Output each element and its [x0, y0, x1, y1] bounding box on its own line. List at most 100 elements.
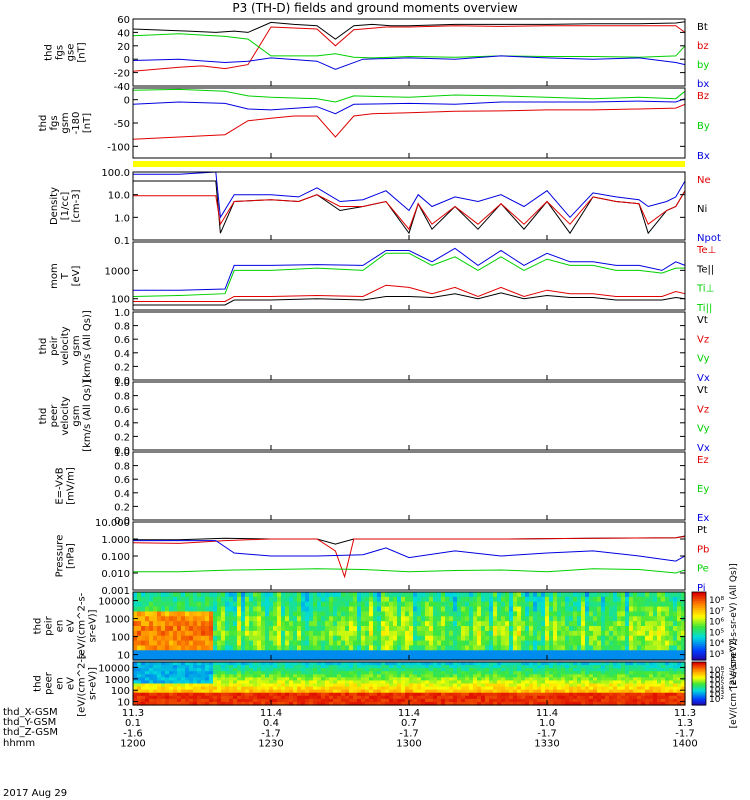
heatmap-cell: [609, 592, 614, 598]
heatmap-cell: [157, 645, 162, 651]
heatmap-cell: [253, 686, 258, 691]
heatmap-cell: [569, 683, 574, 688]
heatmap-cell: [269, 640, 274, 647]
heatmap-cell: [461, 655, 466, 661]
heatmap-cell: [605, 698, 610, 703]
heatmap-cell: [341, 592, 346, 598]
heatmap-cell: [461, 701, 466, 706]
y-tick-label: -40: [114, 82, 130, 93]
colorbar-segment: [692, 699, 706, 702]
heatmap-cell: [473, 611, 478, 617]
heatmap-cell: [493, 677, 498, 682]
heatmap-cell: [249, 626, 254, 632]
heatmap-cell: [633, 626, 638, 632]
heatmap-cell: [229, 606, 234, 613]
heatmap-cell: [517, 674, 522, 678]
heatmap-cell: [405, 695, 410, 700]
heatmap-cell: [537, 701, 542, 706]
heatmap-cell: [405, 601, 410, 608]
heatmap-cell: [561, 665, 566, 669]
heatmap-cell: [353, 616, 358, 622]
heatmap-cell: [581, 665, 586, 669]
heatmap-cell: [337, 671, 342, 675]
heatmap-cell: [569, 668, 574, 672]
heatmap-cell: [409, 701, 414, 706]
heatmap-cell: [257, 671, 262, 675]
heatmap-cell: [377, 645, 382, 651]
heatmap-cell: [625, 592, 630, 598]
heatmap-cell: [329, 606, 334, 613]
heatmap-cell: [293, 606, 298, 613]
heatmap-cell: [253, 611, 258, 617]
heatmap-cell: [197, 695, 202, 700]
heatmap-cell: [449, 596, 454, 603]
heatmap-cell: [529, 668, 534, 672]
heatmap-cell: [509, 655, 514, 661]
series-line-Pb: [132, 536, 686, 579]
heatmap-cell: [517, 689, 522, 694]
heatmap-cell: [205, 650, 210, 656]
heatmap-cell: [209, 677, 214, 682]
heatmap-cell: [169, 665, 174, 669]
heatmap-cell: [213, 677, 218, 682]
heatmap-cell: [433, 650, 438, 656]
heatmap-cell: [673, 601, 678, 608]
heatmap-cell: [389, 665, 394, 669]
heatmap-cell: [285, 640, 290, 647]
colorbar-segment: [692, 614, 706, 618]
heatmap-cell: [273, 626, 278, 632]
heatmap-cell: [149, 674, 154, 678]
heatmap-cell: [661, 626, 666, 632]
heatmap-cell: [433, 630, 438, 637]
heatmap-cell: [181, 698, 186, 703]
heatmap-cell: [157, 592, 162, 598]
heatmap-cell: [285, 635, 290, 642]
heatmap-cell: [169, 671, 174, 675]
heatmap-cell: [157, 686, 162, 691]
footer-value: 11.4: [260, 708, 282, 719]
heatmap-cell: [317, 592, 322, 598]
series-line-Bt: [132, 21, 686, 40]
heatmap-cell: [145, 683, 150, 688]
heatmap-cell: [585, 650, 590, 656]
heatmap-cell: [517, 680, 522, 685]
heatmap-cell: [353, 596, 358, 603]
heatmap-cell: [677, 601, 682, 608]
heatmap-cell: [573, 655, 578, 661]
heatmap-cell: [673, 645, 678, 651]
heatmap-cell: [525, 606, 530, 613]
heatmap-cell: [425, 674, 430, 678]
heatmap-cell: [373, 626, 378, 632]
heatmap-cell: [545, 686, 550, 691]
heatmap-cell: [269, 686, 274, 691]
heatmap-cell: [653, 686, 658, 691]
heatmap-cell: [381, 692, 386, 697]
heatmap-cell: [469, 650, 474, 656]
heatmap-cell: [245, 611, 250, 617]
heatmap-cell: [257, 611, 262, 617]
heatmap-cell: [305, 650, 310, 656]
heatmap-cell: [501, 665, 506, 669]
heatmap-cell: [677, 645, 682, 651]
heatmap-cell: [421, 686, 426, 691]
heatmap-cell: [157, 596, 162, 603]
heatmap-cell: [417, 655, 422, 661]
heatmap-cell: [581, 677, 586, 682]
heatmap-cell: [233, 662, 238, 666]
heatmap-cell: [633, 630, 638, 637]
heatmap-cell: [417, 701, 422, 706]
heatmap-cell: [537, 611, 542, 617]
heatmap-cell: [169, 645, 174, 651]
colorbar-tick-label: 10⁸: [709, 596, 724, 606]
heatmap-cell: [437, 655, 442, 661]
heatmap-cell: [645, 680, 650, 685]
heatmap-cell: [513, 635, 518, 642]
heatmap-cell: [245, 630, 250, 637]
heatmap-cell: [377, 701, 382, 706]
heatmap-cell: [493, 701, 498, 706]
heatmap-cell: [281, 601, 286, 608]
heatmap-cell: [233, 671, 238, 675]
heatmap-cell: [469, 680, 474, 685]
heatmap-cell: [409, 677, 414, 682]
heatmap-cell: [273, 606, 278, 613]
